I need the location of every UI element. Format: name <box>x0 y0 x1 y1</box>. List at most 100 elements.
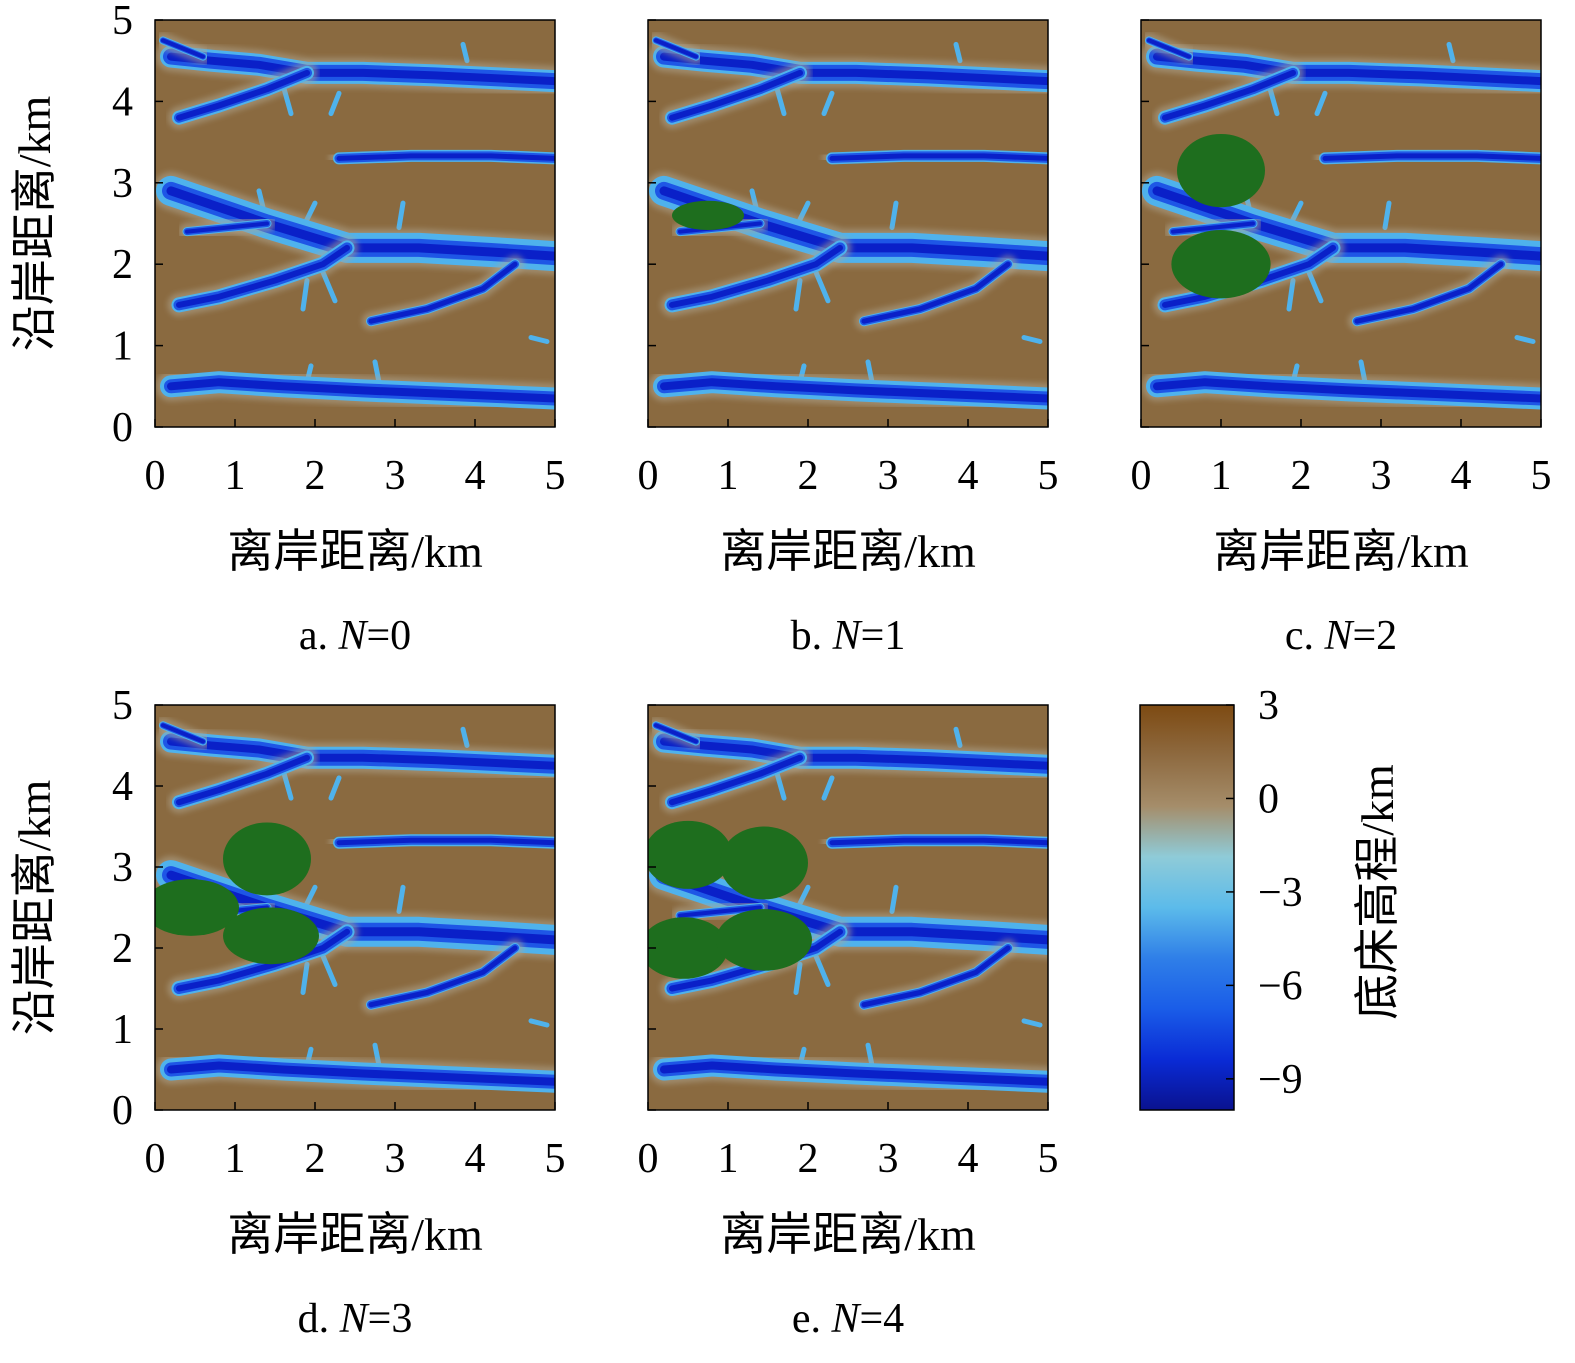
tributary-mark <box>320 953 338 987</box>
bed-field <box>1141 32 1541 414</box>
x-tick-label: 3 <box>385 453 406 499</box>
channel-core <box>161 723 205 744</box>
colorbar-gradient <box>1139 704 1235 1111</box>
vegetation-patch <box>716 909 812 971</box>
y-tick-label: 4 <box>112 764 133 810</box>
x-axis-label: 离岸距离/km <box>227 1209 483 1260</box>
colorbar-tick-label: −6 <box>1258 963 1303 1009</box>
plot-frame <box>154 19 556 428</box>
tributary-mark <box>396 200 406 231</box>
channel-core <box>167 378 555 403</box>
x-tick-label: 1 <box>718 1136 739 1182</box>
x-tick-label: 5 <box>1531 453 1552 499</box>
x-tick-label: 4 <box>465 1136 486 1182</box>
tributary-mark <box>1514 335 1536 344</box>
tributary-mark <box>328 775 342 801</box>
channel-core <box>368 261 518 324</box>
colorbar-tick-label: 0 <box>1258 776 1279 822</box>
panel-caption: c. N=2 <box>1285 613 1397 659</box>
x-tick-label: 3 <box>1371 453 1392 499</box>
channel-core <box>829 837 1048 846</box>
tributary-mark <box>953 41 963 64</box>
channel-core <box>176 244 350 308</box>
tributary-mark <box>320 269 338 304</box>
y-tick-label: 0 <box>112 405 133 451</box>
x-tick-label: 4 <box>958 453 979 499</box>
vegetation-patch <box>223 907 319 965</box>
channel-core <box>1147 38 1191 59</box>
channel-core <box>336 153 555 161</box>
vegetation-patch <box>648 820 732 889</box>
x-tick-label: 0 <box>638 1136 659 1182</box>
y-tick-label: 3 <box>112 845 133 891</box>
channel-core <box>161 38 205 59</box>
channel-core <box>660 1061 1048 1086</box>
x-axis-label: 离岸距离/km <box>1213 526 1469 577</box>
y-tick-label: 2 <box>112 242 133 288</box>
channel-core <box>1153 378 1541 403</box>
colorbar-tick-label: −3 <box>1258 870 1303 916</box>
tributary-mark <box>1286 278 1296 312</box>
channel-core <box>669 244 843 308</box>
colorbar-label: 底床高程/km <box>1352 764 1403 1020</box>
channel-core <box>368 945 518 1008</box>
y-axis-label: 沿岸距离/km <box>9 780 60 1036</box>
tributary-mark <box>813 269 831 304</box>
x-tick-label: 0 <box>638 453 659 499</box>
channel-core <box>654 38 698 59</box>
tributary-mark <box>528 335 550 344</box>
x-tick-label: 0 <box>145 1136 166 1182</box>
tributary-mark <box>460 726 470 748</box>
channel-core <box>829 153 1048 161</box>
vegetation-patch <box>672 200 744 231</box>
tributary-mark <box>460 41 470 64</box>
channel-core <box>336 837 555 846</box>
vegetation-patch <box>1177 133 1265 208</box>
plot-frame <box>647 19 1049 428</box>
y-axis-label: 沿岸距离/km <box>9 96 60 352</box>
tributary-mark <box>889 884 899 914</box>
tributary-mark <box>1382 200 1392 231</box>
y-tick-label: 5 <box>112 683 133 729</box>
x-tick-label: 2 <box>798 1136 819 1182</box>
y-tick-label: 0 <box>112 1088 133 1134</box>
channel-core <box>1162 69 1296 121</box>
x-tick-label: 3 <box>878 453 899 499</box>
x-tick-label: 2 <box>798 453 819 499</box>
channel-core <box>861 261 1011 324</box>
bed-field <box>648 32 1048 414</box>
x-tick-label: 4 <box>465 453 486 499</box>
x-tick-label: 0 <box>1131 453 1152 499</box>
tributary-mark <box>1314 90 1328 117</box>
tributary-mark <box>300 278 310 312</box>
x-tick-label: 2 <box>305 1136 326 1182</box>
channel-core <box>654 723 698 744</box>
y-tick-label: 4 <box>112 79 133 125</box>
y-tick-label: 1 <box>112 1007 133 1053</box>
channel-core <box>669 754 803 806</box>
channel-core <box>176 69 310 121</box>
x-tick-label: 5 <box>1038 1136 1059 1182</box>
x-axis-label: 离岸距离/km <box>227 526 483 577</box>
tributary-mark <box>528 1018 550 1028</box>
bed-field <box>155 32 555 414</box>
x-tick-label: 5 <box>1038 453 1059 499</box>
channel-core <box>176 754 310 806</box>
tributary-mark <box>396 884 406 914</box>
vegetation-patch <box>1171 230 1271 299</box>
plot-frame <box>647 704 1049 1111</box>
channel-core <box>1322 153 1541 161</box>
panel-caption: a. N=0 <box>299 613 411 659</box>
channel-core <box>185 221 269 234</box>
tributary-mark <box>1306 269 1324 304</box>
panel-e: 0 1 2 3 4 5 离岸距离/km e. N=4 <box>638 704 1059 1342</box>
y-tick-label: 1 <box>112 324 133 370</box>
x-tick-label: 3 <box>878 1136 899 1182</box>
tributary-mark <box>793 278 803 312</box>
panel-caption: b. N=1 <box>791 613 906 659</box>
tributary-mark <box>328 90 342 117</box>
plot-frame <box>1140 19 1542 428</box>
panel-a: 0 1 2 3 4 5 0 1 2 3 4 5 离岸距离/km 沿岸距离/km a. N=0 <box>9 0 566 659</box>
x-tick-label: 5 <box>545 1136 566 1182</box>
channel-core <box>660 378 1048 403</box>
